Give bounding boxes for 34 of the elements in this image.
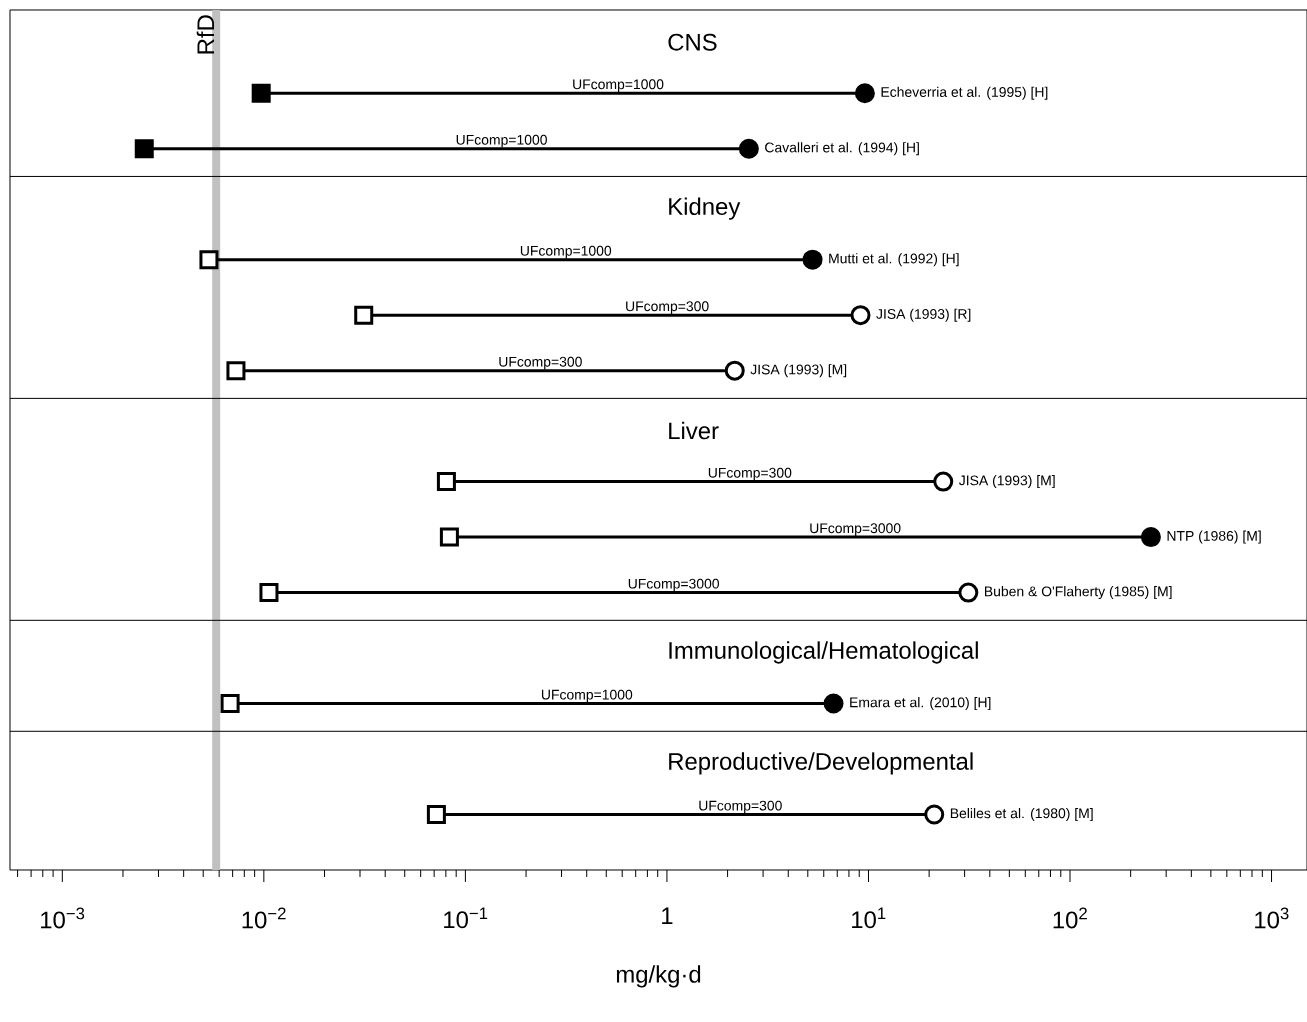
- annotation: UFcomp=300: [699, 800, 782, 814]
- annotation: UFcomp=3000: [628, 578, 720, 592]
- x-axis-title: mg/kg·d: [616, 965, 701, 988]
- y-tick-label: Cavalleri et al. (1994) [H]: [765, 142, 919, 156]
- y-tick-label: Beliles et al. (1980) [M]: [950, 808, 1093, 822]
- x-tick-label: 10$^{−3}$: [41, 907, 85, 929]
- y-tick-label: Emara et al. (2010) [H]: [850, 697, 991, 711]
- x-tick-label: 1: [662, 907, 673, 924]
- annotation: UFcomp=1000: [520, 245, 612, 259]
- y-tick-label: Mutti et al. (1992) [H]: [829, 253, 959, 267]
- y-tick-label: JISA (1993) [R]: [876, 308, 971, 322]
- annotation: UFcomp=1000: [541, 689, 633, 703]
- y-tick-label: JISA (1993) [M]: [750, 364, 847, 378]
- x-tick-label: 10$^{1}$: [852, 907, 886, 929]
- annotation: UFcomp=1000: [456, 134, 547, 148]
- y-tick-label: Immunological/Hematological: [669, 641, 978, 664]
- ref-line-label: RfD: [196, 15, 214, 54]
- y-tick-label: Echeverria et al. (1995) [H]: [881, 86, 1048, 100]
- y-tick-label: CNS: [668, 33, 717, 51]
- y-tick-label: Reproductive/Developmental: [669, 752, 973, 775]
- y-tick-label: NTP (1986) [M]: [1167, 530, 1261, 544]
- y-tick-label: JISA (1993) [M]: [958, 475, 1055, 489]
- x-tick-label: 10$^{3}$: [1255, 907, 1289, 929]
- x-tick-label: 10$^{2}$: [1053, 907, 1087, 929]
- annotation: UFcomp=300: [626, 301, 709, 314]
- annotation: UFcomp=1000: [573, 79, 664, 93]
- x-tick-label: 10$^{−2}$: [242, 907, 286, 929]
- y-tick-label: Liver: [669, 421, 719, 440]
- annotation: UFcomp=300: [499, 356, 582, 370]
- x-tick-label: 10$^{−1}$: [444, 907, 488, 929]
- annotation: UFcomp=3000: [810, 523, 901, 536]
- y-tick-label: Kidney: [669, 197, 741, 220]
- y-tick-label: Buben & O'Flaherty (1985) [M]: [984, 586, 1172, 600]
- annotation: UFcomp=300: [708, 467, 792, 481]
